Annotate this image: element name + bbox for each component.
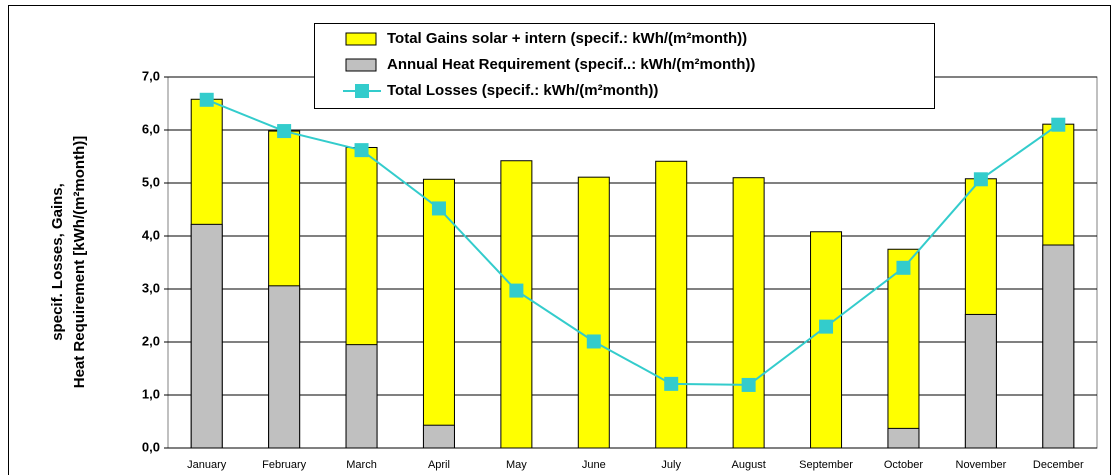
x-tick-label: September xyxy=(799,459,853,471)
y-axis-label: Heat Requirement [kWh/(m²month)] xyxy=(71,136,88,389)
x-tick-label: November xyxy=(956,459,1007,471)
line-marker xyxy=(1051,117,1066,132)
x-tick-label: May xyxy=(506,459,527,471)
legend-label: Total Losses (specif.: kWh/(m²month)) xyxy=(387,82,658,99)
bar xyxy=(190,223,223,449)
line-marker xyxy=(509,283,524,298)
legend-swatch xyxy=(355,84,369,98)
bar xyxy=(422,424,455,449)
legend-label: Annual Heat Requirement (specif..: kWh/(… xyxy=(387,56,755,73)
legend-box xyxy=(314,23,935,109)
bar xyxy=(268,285,301,449)
line xyxy=(206,98,1059,386)
bar xyxy=(345,344,378,449)
line-marker xyxy=(819,319,834,334)
y-tick-label: 6,0 xyxy=(142,121,160,136)
bar xyxy=(964,313,997,449)
y-tick-label: 0,0 xyxy=(142,439,160,454)
line-marker xyxy=(277,124,292,139)
y-tick-label: 5,0 xyxy=(142,174,160,189)
y-tick-label: 2,0 xyxy=(142,333,160,348)
y-tick-label: 1,0 xyxy=(142,386,160,401)
legend-swatch xyxy=(345,32,377,46)
bar xyxy=(655,160,688,449)
y-tick-label: 3,0 xyxy=(142,280,160,295)
plot-area xyxy=(167,76,1098,449)
x-tick-label: July xyxy=(661,459,681,471)
x-tick-label: August xyxy=(732,459,766,471)
line-marker xyxy=(896,260,911,275)
bar xyxy=(810,231,843,449)
legend-swatch xyxy=(345,58,377,72)
legend-label: Total Gains solar + intern (specif.: kWh… xyxy=(387,30,747,47)
bar xyxy=(422,178,455,449)
line-marker xyxy=(741,377,756,392)
line-marker xyxy=(431,201,446,216)
y-tick-label: 4,0 xyxy=(142,227,160,242)
bar xyxy=(500,160,533,449)
x-tick-label: March xyxy=(346,459,377,471)
y-axis-label: specif. Losses, Gains, xyxy=(49,183,66,341)
line-marker xyxy=(354,143,369,158)
x-tick-label: October xyxy=(884,459,923,471)
x-tick-label: February xyxy=(262,459,307,471)
line-marker xyxy=(586,334,601,349)
x-tick-label: April xyxy=(428,459,450,471)
line-marker xyxy=(199,92,214,107)
legend: Total Gains solar + intern (specif.: kWh… xyxy=(314,23,935,109)
line-marker xyxy=(664,376,679,391)
line-marker xyxy=(973,172,988,187)
x-tick-label: January xyxy=(187,459,227,471)
x-tick-label: December xyxy=(1033,459,1084,471)
bar xyxy=(887,427,920,449)
bar xyxy=(577,176,610,449)
x-tick-label: June xyxy=(582,459,606,471)
y-tick-label: 7,0 xyxy=(142,68,160,83)
bar xyxy=(1042,244,1075,449)
bar xyxy=(887,248,920,449)
bar xyxy=(732,177,765,449)
